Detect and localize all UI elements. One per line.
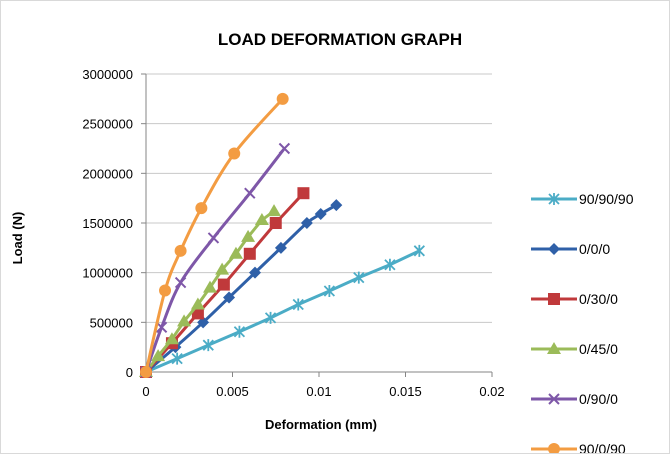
data-point bbox=[300, 217, 313, 229]
data-point bbox=[151, 349, 166, 362]
data-point bbox=[267, 204, 282, 217]
y-tick-label: 2000000 bbox=[82, 166, 133, 181]
legend-entry: 0/30/0 bbox=[531, 291, 618, 307]
data-point bbox=[195, 202, 208, 215]
legend-entry: 0/90/0 bbox=[531, 391, 618, 407]
data-point bbox=[140, 366, 152, 378]
legend-marker bbox=[548, 293, 560, 305]
x-tick-label: 0.015 bbox=[389, 384, 422, 399]
data-point bbox=[248, 266, 261, 279]
data-point bbox=[174, 244, 187, 257]
data-point bbox=[243, 247, 256, 260]
legend-entry: 0/45/0 bbox=[531, 341, 618, 357]
data-point bbox=[215, 262, 230, 275]
legend-label: 0/90/0 bbox=[579, 391, 618, 407]
data-point bbox=[228, 246, 243, 259]
y-axis-title: Load (N) bbox=[10, 212, 25, 265]
series-90-90-90 bbox=[140, 244, 425, 378]
x-tick-label: 0.02 bbox=[479, 384, 504, 399]
y-tick-label: 1500000 bbox=[82, 216, 133, 231]
y-tick-label: 2500000 bbox=[82, 117, 133, 132]
data-point bbox=[278, 142, 291, 155]
data-point bbox=[171, 352, 183, 365]
data-point bbox=[159, 284, 172, 297]
data-point bbox=[244, 187, 256, 199]
data-point bbox=[217, 278, 230, 291]
data-point bbox=[297, 187, 310, 200]
legend-label: 0/45/0 bbox=[579, 341, 618, 357]
x-tick-label: 0 bbox=[142, 384, 149, 399]
series-0-0-0 bbox=[140, 199, 343, 378]
data-point bbox=[384, 258, 396, 271]
legend-marker bbox=[548, 243, 560, 255]
legend-label: 0/0/0 bbox=[579, 241, 610, 257]
legend-marker bbox=[547, 342, 561, 354]
series-0-45-0 bbox=[139, 204, 282, 377]
data-point bbox=[276, 92, 289, 105]
legend-label: 90/90/90 bbox=[579, 191, 634, 207]
data-point bbox=[233, 325, 246, 338]
x-axis-title: Deformation (mm) bbox=[265, 417, 377, 432]
gridlines bbox=[146, 73, 492, 323]
data-point bbox=[292, 298, 304, 311]
y-tick-label: 3000000 bbox=[82, 67, 133, 82]
legend-entry: 90/0/90 bbox=[531, 441, 626, 453]
y-tick-label: 1000000 bbox=[82, 266, 133, 281]
data-point bbox=[274, 241, 287, 254]
chart-title: LOAD DEFORMATION GRAPH bbox=[218, 30, 462, 49]
data-point bbox=[174, 276, 187, 289]
legend-entry: 90/90/90 bbox=[531, 191, 634, 207]
series-layer bbox=[139, 92, 425, 378]
data-point bbox=[269, 217, 282, 229]
legend-label: 90/0/90 bbox=[579, 441, 626, 453]
series-line bbox=[144, 97, 284, 373]
legend-entry: 0/0/0 bbox=[531, 241, 610, 257]
legend-label: 0/30/0 bbox=[579, 291, 618, 307]
x-tick-label: 0.01 bbox=[306, 384, 331, 399]
y-tick-label: 0 bbox=[126, 365, 133, 380]
legend-marker bbox=[548, 193, 560, 205]
legend-marker bbox=[548, 443, 560, 453]
data-point bbox=[223, 291, 236, 304]
x-tick-labels: 0 0.005 0.01 0.015 0.02 bbox=[142, 384, 504, 399]
series-line bbox=[145, 249, 420, 374]
data-point bbox=[254, 213, 269, 226]
y-tick-label: 500000 bbox=[90, 315, 133, 330]
data-point bbox=[314, 208, 327, 221]
data-point bbox=[413, 244, 425, 257]
data-point bbox=[330, 199, 343, 212]
data-point bbox=[264, 311, 277, 324]
data-point bbox=[228, 147, 241, 160]
series-90-0-90 bbox=[140, 92, 289, 378]
y-tick-labels: 0 500000 1000000 1500000 2000000 2500000 30000… bbox=[82, 67, 133, 380]
data-point bbox=[353, 271, 365, 284]
data-point bbox=[323, 285, 336, 298]
data-point bbox=[203, 280, 218, 293]
data-point bbox=[190, 297, 205, 310]
data-point bbox=[177, 314, 192, 327]
data-point bbox=[164, 332, 179, 345]
data-point bbox=[241, 229, 256, 242]
data-point bbox=[207, 232, 220, 244]
legend-marker bbox=[548, 393, 560, 405]
data-point bbox=[202, 339, 214, 352]
legend: 90/90/90 0/0/0 0/30/0 0/45/0 0/90/0 90/0/90 bbox=[531, 191, 634, 453]
x-tick-label: 0.005 bbox=[216, 384, 249, 399]
